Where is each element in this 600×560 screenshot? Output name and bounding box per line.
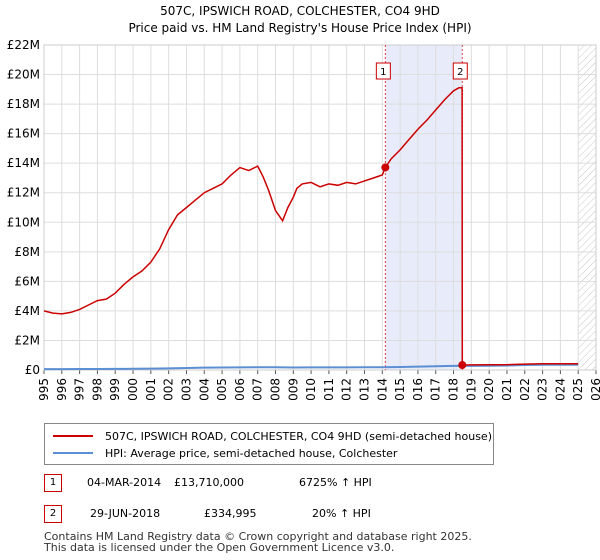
x-tick-label: 2021 bbox=[500, 378, 514, 400]
footer-copyright: Contains HM Land Registry data © Crown c… bbox=[44, 530, 472, 543]
price-paid-line bbox=[43, 87, 579, 366]
sale-badge: 1 bbox=[44, 474, 62, 492]
x-tick-label: 2004 bbox=[197, 378, 211, 400]
sale-badge: 2 bbox=[44, 505, 62, 523]
sale-label-number: 1 bbox=[380, 67, 386, 78]
sale-label-box bbox=[375, 62, 391, 80]
x-tick-label: 2009 bbox=[286, 378, 300, 400]
future-hatch bbox=[578, 45, 596, 370]
x-tick-label: 2022 bbox=[518, 378, 532, 400]
x-tick-label: 2023 bbox=[536, 378, 550, 400]
y-tick-label: £10M bbox=[7, 215, 40, 229]
legend-swatch-hpi bbox=[53, 452, 93, 454]
chart-subtitle: Price paid vs. HM Land Registry's House … bbox=[128, 21, 472, 35]
legend-item-price: 507C, IPSWICH ROAD, COLCHESTER, CO4 9HD … bbox=[53, 428, 492, 444]
x-tick-label: 1998 bbox=[90, 378, 104, 400]
hpi-line bbox=[44, 363, 579, 371]
x-tick-label: 2016 bbox=[411, 378, 425, 400]
y-tick-label: £6M bbox=[14, 274, 40, 288]
x-tick-label: 2002 bbox=[162, 378, 176, 400]
sale-price: £13,710,000 bbox=[174, 476, 244, 489]
x-tick-label: 2019 bbox=[464, 378, 478, 400]
x-tick-label: 1999 bbox=[108, 378, 122, 400]
y-tick-label: £4M bbox=[14, 304, 40, 318]
legend-label-price: 507C, IPSWICH ROAD, COLCHESTER, CO4 9HD … bbox=[105, 429, 492, 443]
y-tick-label: £22M bbox=[7, 38, 40, 52]
y-tick-label: £14M bbox=[7, 156, 40, 170]
x-tick-label: 2012 bbox=[340, 378, 354, 400]
y-tick-label: £12M bbox=[7, 186, 40, 200]
x-tick-label: 2026 bbox=[589, 378, 600, 400]
sale-point bbox=[458, 361, 467, 370]
x-tick-label: 2013 bbox=[358, 378, 372, 400]
legend: 507C, IPSWICH ROAD, COLCHESTER, CO4 9HD … bbox=[44, 423, 494, 465]
x-tick-label: 1997 bbox=[73, 378, 87, 400]
x-tick-label: 2014 bbox=[375, 378, 389, 400]
x-tick-label: 2008 bbox=[268, 378, 282, 400]
legend-swatch-price bbox=[53, 435, 93, 437]
x-tick-label: 2010 bbox=[304, 378, 318, 400]
y-tick-label: £18M bbox=[7, 97, 40, 111]
x-tick-label: 2006 bbox=[233, 378, 247, 400]
x-tick-label: 1995 bbox=[37, 378, 51, 400]
y-tick-label: £0 bbox=[25, 363, 40, 377]
x-tick-label: 2015 bbox=[393, 378, 407, 400]
sale-hpi-change: 6725% ↑ HPI bbox=[299, 476, 372, 489]
price-chart: £0 £2M £4M £6M £8M £10M £12M £14M £16M £18M £20M £2… bbox=[7, 38, 600, 400]
x-tick-label: 2017 bbox=[429, 378, 443, 400]
x-tick-label: 2007 bbox=[251, 378, 265, 400]
x-tick-label: 2001 bbox=[144, 378, 158, 400]
x-tick-label: 2024 bbox=[553, 378, 567, 400]
legend-label-hpi: HPI: Average price, semi-detached house,… bbox=[105, 446, 398, 460]
legend-item-hpi: HPI: Average price, semi-detached house,… bbox=[53, 445, 397, 461]
x-tick-label: 2000 bbox=[126, 378, 140, 400]
y-tick-label: £8M bbox=[14, 245, 40, 259]
x-tick-label: 2018 bbox=[447, 378, 461, 400]
plot-area bbox=[44, 45, 596, 370]
sale-hpi-change: 20% ↑ HPI bbox=[312, 507, 371, 520]
y-tick-label: £2M bbox=[14, 333, 40, 347]
plot-border bbox=[43, 44, 597, 371]
y-tick-label: £20M bbox=[7, 68, 40, 82]
holding-period-band bbox=[385, 45, 463, 370]
x-tick-label: 2020 bbox=[482, 378, 496, 400]
sale-date: 29-JUN-2018 bbox=[90, 507, 161, 520]
sale-date: 04-MAR-2014 bbox=[87, 476, 162, 489]
chart-title: 507C, IPSWICH ROAD, COLCHESTER, CO4 9HD bbox=[160, 4, 440, 18]
x-tick-label: 2011 bbox=[322, 378, 336, 400]
footer-licence: This data is licensed under the Open Gov… bbox=[44, 541, 395, 554]
y-tick-label: £16M bbox=[7, 127, 40, 141]
x-tick-label: 2005 bbox=[215, 378, 229, 400]
x-tick-label: 2003 bbox=[179, 378, 193, 400]
sale-label-box bbox=[452, 62, 468, 80]
sale-price: £334,995 bbox=[204, 507, 257, 520]
sale-label-number: 2 bbox=[457, 67, 463, 78]
x-tick-label: 1996 bbox=[55, 378, 69, 400]
x-tick-label: 2025 bbox=[571, 378, 585, 400]
footer: Contains HM Land Registry data © Crown c… bbox=[44, 531, 472, 553]
sale-point bbox=[381, 163, 390, 172]
